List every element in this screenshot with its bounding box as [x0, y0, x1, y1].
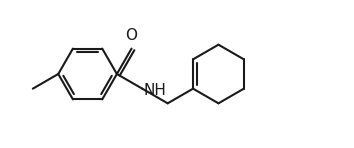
Text: O: O — [126, 28, 138, 43]
Text: NH: NH — [144, 83, 167, 98]
